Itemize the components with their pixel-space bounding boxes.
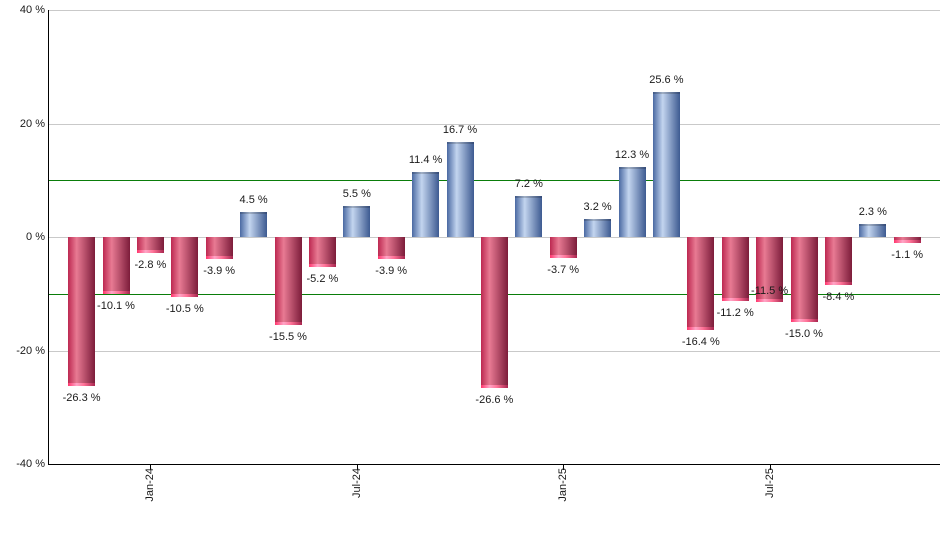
bar-value-label: -3.9 %	[375, 265, 408, 278]
bar-value-label: -1.1 %	[891, 249, 924, 262]
bar	[824, 237, 852, 285]
y-tick-label: 20 %	[19, 117, 45, 130]
y-tick-label: 0 %	[26, 231, 45, 243]
bar-value-label: -16.4 %	[681, 336, 720, 349]
y-tick-label: -40 %	[16, 458, 45, 470]
bar	[377, 237, 405, 260]
y-axis-line	[48, 10, 49, 464]
x-tick-label: Jan-25	[557, 468, 570, 502]
bar	[549, 237, 577, 258]
x-axis-line	[48, 464, 940, 465]
bar-value-label: -2.8 %	[134, 258, 167, 271]
y-tick-label: 40 %	[19, 4, 45, 16]
x-tick-mark	[769, 464, 771, 470]
bar-value-label: -26.6 %	[475, 394, 514, 406]
bar	[721, 237, 749, 301]
bar-value-label: 4.5 %	[239, 193, 268, 206]
bar-value-label: -3.7 %	[547, 264, 580, 276]
bar-value-label: -15.0 %	[785, 328, 823, 341]
bar-value-label: -5.2 %	[306, 272, 339, 285]
bar-value-label: 25.6 %	[649, 73, 684, 86]
bar-value-label: -8.4 %	[822, 290, 855, 303]
bar	[136, 237, 164, 253]
bar	[584, 218, 612, 237]
bar-value-label: -26.3 %	[62, 392, 101, 405]
bar	[446, 142, 474, 237]
bar-value-label: -11.2 %	[716, 306, 754, 319]
bar-value-label: 5.5 %	[342, 187, 371, 200]
bar	[618, 167, 646, 237]
gridline-20	[48, 123, 940, 125]
bar-value-label: 12.3 %	[614, 149, 650, 162]
bar-value-label: -10.5 %	[165, 302, 204, 315]
bar	[790, 237, 818, 323]
bar-value-label: -3.9 %	[203, 265, 236, 278]
bar	[102, 237, 130, 295]
gridline-40	[48, 10, 940, 11]
bar	[893, 237, 921, 244]
bar	[343, 205, 371, 237]
bar	[412, 172, 440, 237]
bar	[859, 223, 887, 237]
bar	[687, 237, 715, 331]
x-tick-label: Jul-25	[763, 468, 776, 498]
x-tick-mark	[356, 464, 358, 470]
bar-value-label: 11.4 %	[408, 154, 443, 167]
bar	[652, 91, 680, 237]
bar-value-label: 3.2 %	[583, 200, 612, 213]
y-tick-label: -20 %	[16, 344, 45, 357]
bar-value-label: -11.5 %	[751, 285, 789, 298]
bar-value-label: -15.5 %	[269, 331, 307, 343]
bar	[68, 237, 96, 387]
bar-value-label: 16.7 %	[442, 124, 478, 137]
x-tick-label: Jan-24	[144, 468, 157, 502]
bar-value-label: 2.3 %	[858, 205, 887, 218]
bar	[308, 237, 336, 267]
bar-value-label: 7.2 %	[514, 178, 543, 191]
bar	[205, 237, 233, 260]
bar	[756, 237, 784, 303]
x-tick-mark	[563, 464, 565, 470]
bar	[515, 196, 543, 237]
bar	[171, 237, 199, 297]
x-tick-label: Jul-24	[350, 468, 363, 498]
bar-value-label: -10.1 %	[97, 300, 135, 313]
x-tick-mark	[150, 464, 152, 470]
bar	[480, 237, 508, 388]
bar	[240, 211, 268, 237]
bar	[274, 237, 302, 325]
reference-line-10	[48, 180, 940, 182]
